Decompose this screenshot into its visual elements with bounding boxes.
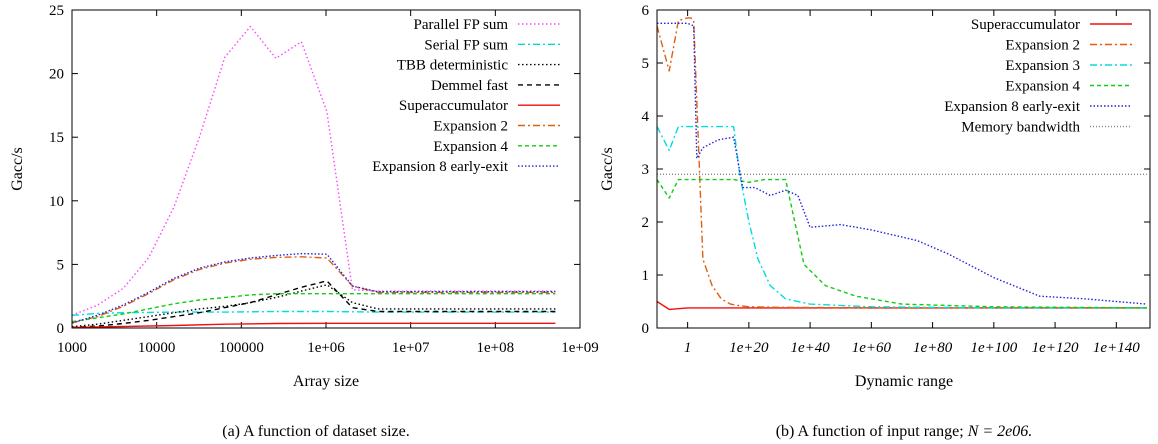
- chart-b-x-tick-label-base-7: 1: [1093, 340, 1101, 356]
- chart-b-legend-label-3: Expansion 4: [1005, 79, 1080, 95]
- chart-b-x-tick-label-base-5: 1: [970, 340, 978, 356]
- chart-b-x-tick-label-exp-1: e+20: [737, 340, 769, 356]
- chart-a: 0 5 10 15 20 25 1000 10000 100000 1e+06 1e+07 1e+08…: [9, 3, 599, 440]
- chart-a-x-tick-label-5: 1e+08: [477, 340, 515, 356]
- chart-a-legend-label-6: Expansion 4: [433, 139, 508, 155]
- chart-a-y-tick-label-3: 15: [49, 130, 64, 146]
- chart-a-legend-label-3: Demmel fast: [431, 78, 509, 94]
- chart-b-series-line-2: [656, 125, 1147, 309]
- chart-a-x-tick-label-6: 1e+09: [561, 340, 599, 356]
- chart-b-x-tick-label-4: 1e+80: [913, 340, 953, 356]
- chart-b-y-tick-label-0: 0: [642, 321, 650, 337]
- chart-b-series-line-3: [656, 178, 1147, 309]
- chart-a-plot-frame: [71, 9, 581, 329]
- chart-b-caption-text: (b) A function of input range;: [776, 423, 968, 440]
- chart-a-series-line-6: [71, 293, 556, 323]
- chart-a-y-tick-label-0: 0: [57, 321, 65, 337]
- chart-b-legend-label-1: Expansion 2: [1005, 38, 1080, 54]
- chart-a-y-axis-label: Gacc/s: [9, 147, 26, 191]
- chart-b-caption-math: N = 2e06.: [967, 423, 1033, 440]
- chart-a-series-line-3: [71, 280, 556, 329]
- chart-b-y-tick-label-4: 4: [642, 109, 650, 125]
- chart-b-x-tick-label-1: 1e+20: [729, 340, 769, 356]
- chart-b-y-tick-label-1: 1: [642, 268, 650, 284]
- chart-b-caption: (b) A function of input range; N = 2e06.: [776, 423, 1033, 440]
- chart-a-ticks: 0 5 10 15 20 25 1000 10000 100000 1e+06 1e+07 1e+08…: [49, 3, 599, 356]
- chart-b-x-tick-label-2: 1e+40: [790, 340, 830, 356]
- chart-a-series-line-5: [71, 256, 556, 324]
- chart-a-x-tick-label-2: 100000: [219, 340, 264, 356]
- chart-a-y-tick-label-4: 20: [49, 67, 64, 83]
- chart-b-y-tick-label-2: 2: [642, 215, 650, 231]
- chart-a-y-tick-label-1: 5: [57, 257, 65, 273]
- chart-a-y-tick-label-5: 25: [49, 3, 64, 19]
- chart-a-caption: (a) A function of dataset size.: [222, 423, 410, 440]
- chart-a-x-tick-label-4: 1e+07: [392, 340, 430, 356]
- chart-b-legend-label-0: Superaccumulator: [971, 17, 1080, 33]
- chart-a-legend-label-7: Expansion 8 early-exit: [372, 159, 509, 175]
- chart-b-x-tick-label-base-4: 1: [913, 340, 921, 356]
- chart-b-legend: Superaccumulator Expansion 2 Expansion 3 Ex…: [944, 17, 1132, 136]
- chart-b-y-tick-label-6: 6: [642, 3, 650, 19]
- chart-b-x-tick-label-3: 1e+60: [852, 340, 892, 356]
- chart-b-legend-label-4: Expansion 8 early-exit: [944, 99, 1081, 115]
- chart-b-x-tick-label-exp-2: e+40: [798, 340, 830, 356]
- chart-b-series: [656, 17, 1147, 311]
- chart-a-series-line-2: [71, 284, 556, 328]
- chart-b-x-axis-label: Dynamic range: [855, 373, 953, 390]
- chart-b-legend-label-5: Memory bandwidth: [961, 120, 1080, 136]
- chart-b-x-tick-label-exp-4: e+80: [920, 340, 952, 356]
- chart-b-x-tick-label-base-6: 1: [1032, 340, 1040, 356]
- chart-a-x-tick-label-0: 1000: [57, 340, 87, 356]
- chart-a-legend-label-1: Serial FP sum: [424, 37, 508, 53]
- chart-a-legend-label-0: Parallel FP sum: [414, 17, 509, 33]
- chart-a-series: [71, 25, 556, 329]
- chart-b-y-tick-label-5: 5: [642, 56, 650, 72]
- chart-a-y-tick-label-2: 10: [49, 194, 64, 210]
- chart-a-series-line-7: [71, 252, 556, 324]
- chart-a-legend-label-5: Expansion 2: [433, 119, 508, 135]
- chart-b-x-tick-label-5: 1e+100: [970, 340, 1017, 356]
- chart-b-x-tick-label-exp-5: e+100: [978, 340, 1018, 356]
- chart-a-x-tick-label-3: 1e+06: [307, 340, 345, 356]
- chart-b-x-tick-label-0: 1: [684, 340, 692, 356]
- chart-b-x-tick-label-7: 1e+140: [1093, 340, 1140, 356]
- chart-b-x-tick-label-base-1: 1: [729, 340, 737, 356]
- chart-b-y-axis-label: Gacc/s: [599, 147, 616, 191]
- chart-b-x-tick-label-base-2: 1: [790, 340, 798, 356]
- chart-a-series-line-4: [71, 322, 556, 329]
- chart-b-x-tick-label-exp-7: e+140: [1100, 340, 1140, 356]
- chart-a-x-axis-label: Array size: [293, 373, 359, 390]
- chart-a-legend: Parallel FP sum Serial FP sum TBB determin…: [372, 17, 560, 175]
- chart-b-legend-label-2: Expansion 3: [1005, 58, 1080, 74]
- chart-b-plot-frame: [656, 9, 1151, 329]
- chart-b-x-tick-label-base-3: 1: [852, 340, 860, 356]
- chart-b-x-tick-label-6: 1e+120: [1032, 340, 1079, 356]
- chart-b-x-tick-label-exp-3: e+60: [859, 340, 891, 356]
- chart-b-x-tick-label-exp-6: e+120: [1039, 340, 1079, 356]
- chart-a-x-tick-label-1: 10000: [138, 340, 176, 356]
- chart-a-series-line-0: [71, 25, 556, 316]
- chart-a-legend-label-4: Superaccumulator: [399, 98, 508, 114]
- chart-a-legend-label-2: TBB deterministic: [397, 58, 509, 74]
- chart-b-series-line-4: [657, 22, 1147, 305]
- chart-b-y-tick-label-3: 3: [642, 162, 650, 178]
